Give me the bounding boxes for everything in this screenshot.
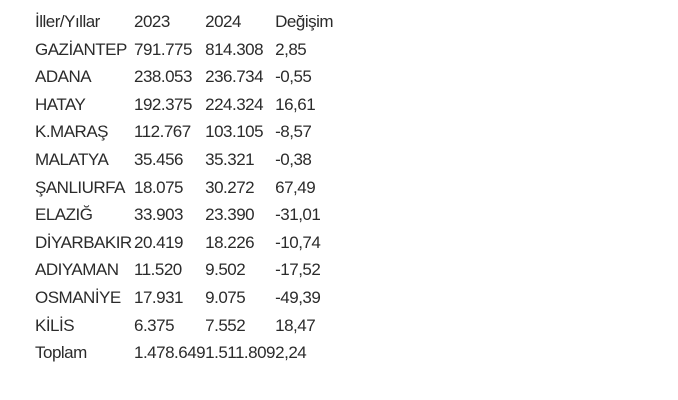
value-2024-cell: 103.105	[205, 122, 264, 142]
city-cell: ADANA	[35, 67, 92, 87]
value-2023-cell: 112.767	[134, 122, 191, 142]
city-cell: GAZİANTEP	[35, 39, 127, 59]
city-cell: ELAZIĞ	[35, 205, 93, 225]
value-2023-cell: 192.375	[134, 94, 192, 114]
value-2023-cell: 35.456	[134, 149, 184, 169]
value-2024-cell: 9.502	[205, 260, 246, 280]
value-2024-cell: 30.272	[205, 177, 255, 197]
value-2024-cell: 9.075	[205, 287, 246, 307]
city-cell: KİLİS	[35, 315, 75, 335]
table-header-row: İller/Yıllar 2023 2024 Değişim	[35, 8, 347, 36]
value-2024-cell: 814.308	[205, 39, 264, 59]
city-cell: K.MARAŞ	[35, 122, 109, 142]
change-cell: -17,52	[275, 260, 321, 280]
table-row: KİLİS 6.375 7.552 18,47	[35, 312, 347, 340]
table-row: GAZİANTEP 791.775 814.308 2,85	[35, 36, 347, 64]
value-2024-cell: 236.734	[205, 67, 264, 87]
value-2023-cell: 6.375	[134, 315, 175, 335]
value-2024-cell: 7.552	[205, 315, 246, 335]
value-2023-cell: 791.775	[134, 39, 192, 59]
change-cell: 16,61	[275, 94, 316, 114]
table-row: OSMANİYE 17.931 9.075 -49,39	[35, 284, 347, 312]
value-2024-cell: 35.321	[205, 149, 255, 169]
value-2023-cell: 17.931	[134, 287, 184, 307]
table-row: HATAY 192.375 224.324 16,61	[35, 91, 347, 119]
table-row: DİYARBAKIR 20.419 18.226 -10,74	[35, 229, 347, 257]
city-population-table: İller/Yıllar 2023 2024 Değişim GAZİANTEP…	[35, 8, 347, 367]
change-cell: 2,85	[275, 39, 307, 59]
total-change-cell: 2,24	[275, 343, 307, 363]
change-cell: -8,57	[275, 122, 312, 142]
city-population-table-container: İller/Yıllar 2023 2024 Değişim GAZİANTEP…	[35, 8, 347, 367]
change-cell: 67,49	[275, 177, 316, 197]
total-row: Toplam 1.478.649 1.511.809 2,24	[35, 339, 347, 367]
city-cell: OSMANİYE	[35, 287, 121, 307]
change-cell: -49,39	[275, 287, 321, 307]
table-row: ADANA 238.053 236.734 -0,55	[35, 63, 347, 91]
city-cell: DİYARBAKIR	[35, 232, 132, 252]
total-label-cell: Toplam	[35, 343, 87, 363]
value-2023-cell: 20.419	[134, 232, 184, 252]
header-2024: 2024	[205, 12, 241, 31]
value-2023-cell: 11.520	[134, 260, 182, 280]
change-cell: -31,01	[275, 205, 321, 225]
city-cell: HATAY	[35, 94, 86, 114]
change-cell: -0,38	[275, 149, 312, 169]
total-2023-cell: 1.478.649	[134, 343, 206, 363]
table-row: ADIYAMAN 11.520 9.502 -17,52	[35, 256, 347, 284]
value-2024-cell: 18.226	[205, 232, 255, 252]
city-cell: ŞANLIURFA	[35, 177, 125, 197]
city-cell: MALATYA	[35, 149, 109, 169]
change-cell: 18,47	[275, 315, 316, 335]
header-2023: 2023	[134, 12, 170, 31]
value-2024-cell: 23.390	[205, 205, 255, 225]
total-2024-cell: 1.511.809	[205, 343, 276, 363]
value-2024-cell: 224.324	[205, 94, 264, 114]
value-2023-cell: 18.075	[134, 177, 184, 197]
table-row: ŞANLIURFA 18.075 30.272 67,49	[35, 174, 347, 202]
header-cities-years: İller/Yıllar	[35, 12, 100, 31]
header-change: Değişim	[275, 12, 334, 31]
change-cell: -0,55	[275, 67, 312, 87]
city-cell: ADIYAMAN	[35, 260, 119, 280]
value-2023-cell: 238.053	[134, 67, 192, 87]
change-cell: -10,74	[275, 232, 321, 252]
value-2023-cell: 33.903	[134, 205, 184, 225]
table-row: ELAZIĞ 33.903 23.390 -31,01	[35, 201, 347, 229]
table-row: K.MARAŞ 112.767 103.105 -8,57	[35, 118, 347, 146]
table-row: MALATYA 35.456 35.321 -0,38	[35, 146, 347, 174]
